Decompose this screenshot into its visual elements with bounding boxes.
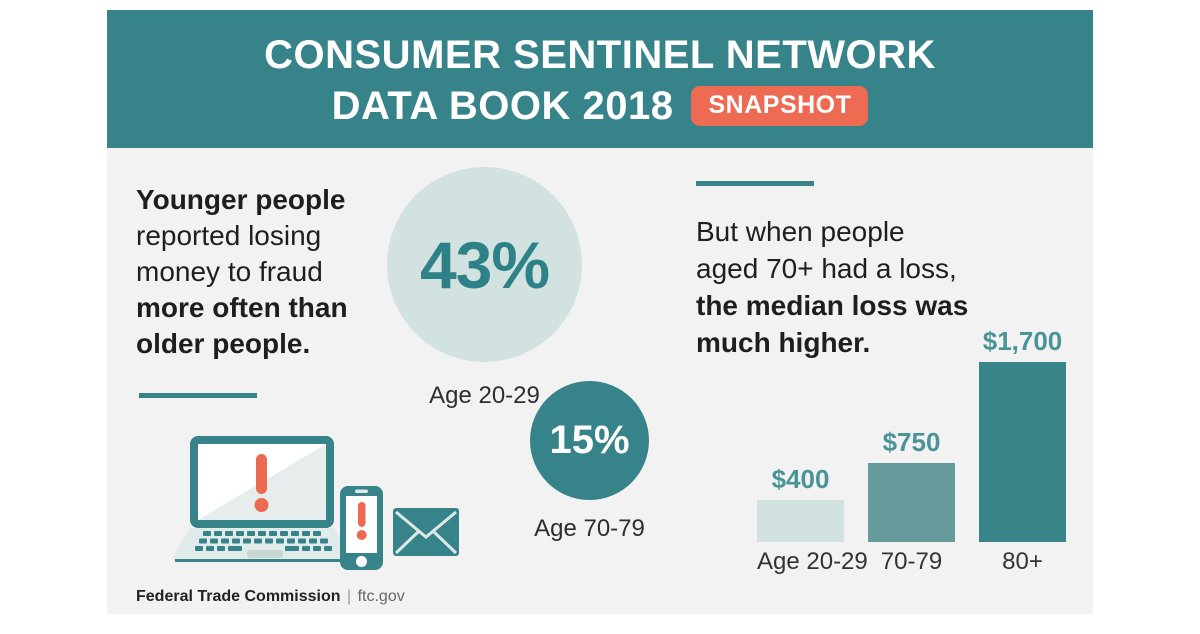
page-subtitle: DATA BOOK 2018 (331, 84, 674, 128)
bar-category-label: 70-79 (880, 548, 943, 575)
stat-value: 43% (419, 227, 550, 302)
infographic-card: CONSUMER SENTINEL NETWORK DATA BOOK 2018… (107, 10, 1093, 614)
bar-category-label: 80+ (1002, 548, 1043, 575)
ftc-brand: Federal Trade Commission (136, 588, 341, 605)
statement-line: older people. (136, 328, 311, 359)
fraud-devices-illustration (172, 436, 459, 570)
bar-chart-category-labels: Age 20-29 70-79 80+ (757, 548, 1066, 576)
statement-line: more often than (136, 292, 348, 323)
statement-line: the median loss was (696, 290, 969, 321)
bar-Age 20-29 (757, 500, 844, 542)
bar-70-79 (868, 463, 955, 542)
right-statement: But when people aged 70+ had a loss, the… (696, 213, 968, 361)
bar-value-label: $750 (882, 427, 941, 457)
stat-value: 15% (549, 418, 630, 462)
left-divider (139, 393, 257, 398)
stat-label-age-70-79: Age 70-79 (534, 515, 645, 542)
bar-category-label: Age 20-29 (757, 548, 868, 575)
ftc-site: ftc.gov (357, 588, 405, 605)
stat-circle-age-20-29: 43% (387, 167, 582, 362)
bar-value-label: $1,700 (982, 326, 1063, 356)
stat-label-age-20-29: Age 20-29 (429, 382, 540, 409)
page-title: CONSUMER SENTINEL NETWORK (264, 33, 936, 77)
bar-column: $750 (868, 427, 955, 542)
laptop-warning-icon (172, 436, 352, 562)
statement-line: Younger people (136, 184, 346, 215)
bar-80+ (979, 362, 1066, 542)
statement-line: aged 70+ had a loss, (696, 253, 957, 284)
right-divider (696, 181, 814, 186)
bar-value-label: $400 (771, 464, 830, 494)
header-banner: CONSUMER SENTINEL NETWORK DATA BOOK 2018… (107, 10, 1093, 148)
envelope-icon (393, 508, 459, 556)
stat-circle-age-70-79: 15% (530, 381, 649, 500)
snapshot-badge: SNAPSHOT (691, 86, 869, 126)
statement-line: But when people (696, 216, 905, 247)
footer-attribution: Federal Trade Commission | ftc.gov (136, 588, 405, 606)
bar-column: $1,700 (979, 326, 1066, 542)
median-loss-bar-chart: $400 $750 $1,700 (757, 326, 1066, 542)
statement-line: much higher. (696, 327, 871, 358)
footer-separator: | (346, 588, 352, 605)
statement-line: reported losing (136, 220, 322, 251)
bar-column: $400 (757, 464, 844, 542)
phone-warning-icon (340, 486, 383, 570)
statement-line: money to fraud (136, 256, 323, 287)
left-statement: Younger people reported losing money to … (136, 182, 348, 362)
